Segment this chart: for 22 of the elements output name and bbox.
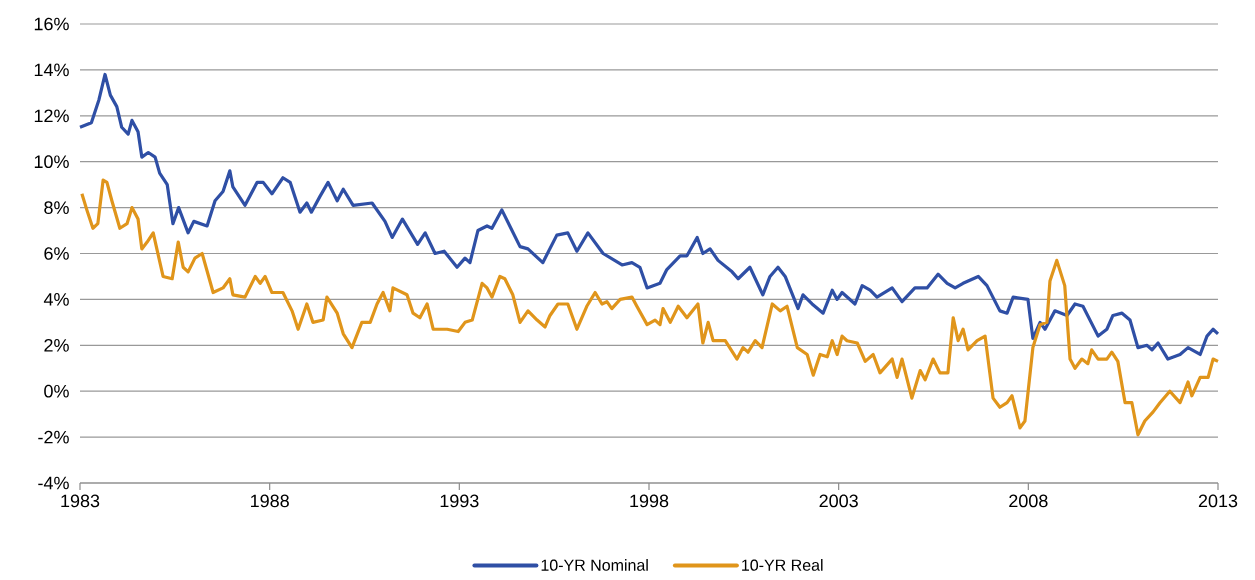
x-tick-label: 1988: [251, 494, 289, 508]
y-tick-label: 4%: [43, 293, 69, 306]
x-tick-label: 1983: [61, 494, 100, 508]
x-tick-label: 2013: [1198, 494, 1238, 508]
x-tick-label: 2008: [1009, 494, 1048, 508]
line-series: [80, 178, 1220, 437]
x-tick-label: 1993: [440, 494, 479, 508]
y-tick-label: 16%: [34, 17, 69, 31]
x-tick-label: 1998: [630, 494, 669, 508]
x-tick-label: 2003: [819, 494, 858, 508]
y-tick-label: 0%: [44, 384, 69, 398]
legend-label: 10-YR Nominal: [541, 559, 648, 571]
y-tick-label: -4%: [38, 476, 69, 490]
line-series: [78, 72, 1220, 361]
y-tick-label: 14%: [34, 63, 69, 77]
y-tick-label: 10%: [34, 155, 69, 169]
y-tick-label: 12%: [34, 109, 69, 123]
y-tick-label: 6%: [44, 247, 69, 260]
legend-label: 10-YR Real: [742, 559, 823, 571]
y-tick-label: 8%: [44, 201, 69, 214]
y-tick-label: -2%: [38, 430, 69, 444]
y-tick-label: 2%: [44, 338, 69, 352]
